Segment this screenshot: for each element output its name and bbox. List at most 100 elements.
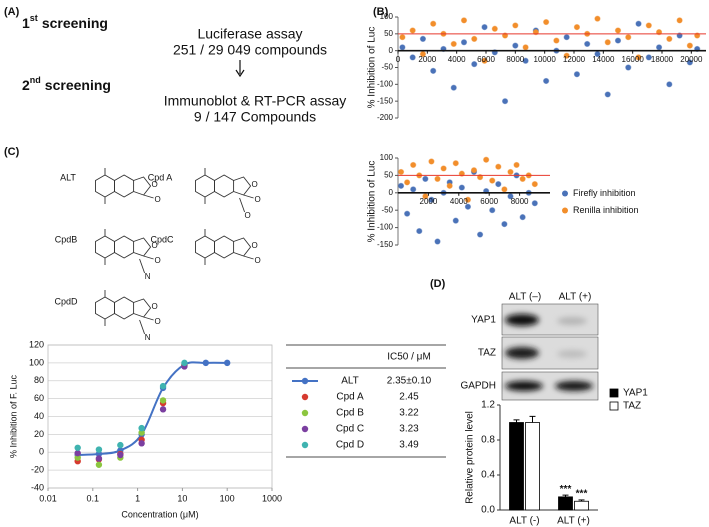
structure: OO	[195, 229, 261, 265]
step-number: 2	[22, 77, 30, 93]
data-point	[563, 52, 570, 59]
y-tick-label: -200	[377, 113, 394, 122]
data-point	[428, 196, 435, 203]
data-point	[625, 64, 632, 71]
y-tick-label: -150	[377, 240, 394, 249]
data-point	[531, 181, 538, 188]
data-point	[573, 71, 581, 78]
legend-marker	[562, 190, 568, 197]
data-point	[419, 35, 427, 42]
data-point	[95, 461, 103, 468]
data-point	[543, 77, 550, 85]
y-tick-label: 100	[380, 12, 394, 21]
legend-label: YAP1	[623, 388, 648, 399]
y-tick-label: 0	[389, 188, 394, 197]
data-point	[501, 221, 508, 228]
y-tick-label: 100	[29, 357, 44, 367]
data-point	[531, 200, 538, 207]
data-point	[409, 27, 416, 34]
data-point	[543, 18, 550, 26]
structure: OON	[95, 290, 161, 342]
data-point	[446, 182, 453, 189]
legend-label: Cpd A	[336, 392, 364, 403]
y-tick-label: -20	[31, 465, 44, 475]
data-point	[635, 20, 642, 27]
table-header: IC50 / μM	[387, 352, 431, 363]
step-text: screening	[42, 15, 108, 31]
y-tick-label: 120	[29, 339, 44, 349]
legend-marker	[301, 425, 309, 433]
data-point	[614, 27, 622, 34]
ring	[233, 237, 252, 257]
ring	[95, 296, 115, 320]
data-point	[501, 186, 508, 193]
x-tick-label: 4000	[450, 197, 468, 206]
data-point	[117, 451, 124, 459]
compound-label: Cpd A	[148, 172, 173, 182]
y-axis-label: % Inhibition of F. Luc	[8, 374, 18, 458]
data-point	[519, 214, 526, 221]
x-tick-label: 6000	[477, 55, 495, 64]
data-point	[676, 17, 683, 24]
data-point	[434, 238, 441, 245]
data-point	[181, 359, 188, 367]
result: 9 / 147 Compounds	[194, 109, 316, 125]
band	[505, 347, 539, 359]
data-point	[604, 39, 611, 46]
bond	[243, 255, 254, 260]
ring	[114, 174, 135, 198]
data-point	[495, 181, 502, 188]
data-point	[666, 35, 673, 42]
ring	[95, 174, 115, 198]
data-point	[138, 424, 145, 432]
atom-label: O	[154, 317, 160, 326]
table-cell: 3.22	[399, 408, 419, 419]
x-tick-label: 8000	[506, 55, 524, 64]
blot-row-label: GAPDH	[460, 381, 496, 392]
step-number: 1	[22, 15, 30, 31]
y-tick-label: 50	[384, 171, 393, 180]
data-point	[476, 231, 484, 238]
x-tick-label: 12000	[563, 55, 586, 64]
y-tick-label: -50	[381, 63, 393, 72]
y-tick-label: -100	[377, 223, 394, 232]
data-point	[471, 61, 478, 68]
data-point	[512, 42, 519, 49]
data-point	[452, 217, 459, 224]
legend-label: ALT	[341, 376, 359, 387]
x-tick-label: 14000	[592, 55, 615, 64]
data-point	[224, 359, 231, 367]
data-point	[159, 382, 167, 390]
y-tick-label: 40	[34, 411, 44, 421]
atom-label: O	[244, 211, 250, 220]
ring	[133, 237, 152, 257]
ring	[214, 235, 235, 259]
legend-marker	[301, 393, 309, 401]
band	[555, 381, 593, 391]
y-tick-label: 50	[384, 29, 393, 38]
data-point	[604, 91, 611, 98]
bond	[143, 194, 154, 199]
data-point	[471, 35, 478, 42]
annotation: ***	[576, 489, 588, 500]
blot-row-label: YAP1	[471, 315, 496, 326]
data-point	[422, 193, 429, 200]
assay: Luciferase assay	[197, 26, 302, 42]
data-point	[399, 34, 406, 41]
ring	[95, 235, 115, 259]
data-point	[434, 175, 441, 182]
plot-frame	[47, 344, 273, 489]
data-point	[584, 40, 591, 48]
data-point	[512, 22, 519, 29]
step-title: 1st screening	[22, 13, 108, 30]
compound-label: CpdB	[55, 234, 78, 244]
table-cell: 3.49	[399, 440, 419, 451]
structure: OO	[95, 168, 161, 204]
x-tick-label: 6000	[480, 197, 498, 206]
data-point	[95, 450, 103, 458]
bond	[139, 258, 146, 274]
x-tick-label: 0	[396, 55, 401, 64]
data-point	[686, 42, 693, 49]
data-point	[422, 175, 429, 182]
